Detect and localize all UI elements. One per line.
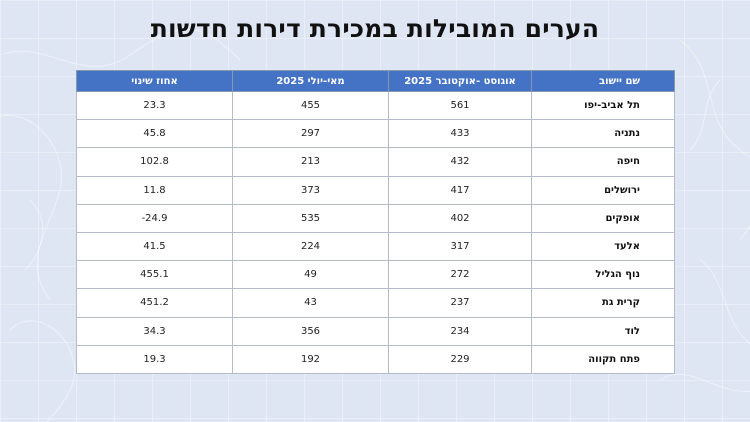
table-row: לוד 234 356 34.3 — [76, 316, 675, 346]
cell-change: 102.8 — [76, 147, 233, 177]
cell-aug-oct: 272 — [388, 260, 532, 290]
table-row: פתח תקווה 229 192 19.3 — [76, 344, 675, 374]
cell-aug-oct: 234 — [388, 316, 532, 346]
cell-may-jul: 224 — [232, 231, 389, 262]
cell-change: 23.3 — [76, 90, 233, 121]
cell-may-jul: 192 — [232, 344, 389, 374]
cell-change: 11.8 — [76, 175, 233, 205]
cell-may-jul: 213 — [232, 147, 389, 177]
table-header-row: שם יישוב אוגוסט -אוקטובר 2025 מאי-יולי 2… — [76, 70, 675, 92]
page-title: הערים המובילות במכירת דירות חדשות — [150, 14, 600, 43]
cell-aug-oct: 417 — [388, 175, 532, 205]
cell-city: חיפה — [531, 147, 675, 177]
header-city: שם יישוב — [531, 70, 675, 92]
cell-change: 24.9- — [76, 203, 233, 233]
cell-city: ירושלים — [531, 175, 675, 205]
cell-aug-oct: 402 — [388, 203, 532, 233]
table-row: אופקים 402 535 24.9- — [76, 203, 675, 233]
sales-table-container: שם יישוב אוגוסט -אוקטובר 2025 מאי-יולי 2… — [76, 70, 675, 374]
table-row: אלעד 317 224 41.5 — [76, 231, 675, 262]
cell-change: 34.3 — [76, 316, 233, 346]
cell-city: פתח תקווה — [531, 344, 675, 374]
header-change: אחוז שינוי — [76, 70, 233, 92]
cell-change: 455.1 — [76, 260, 233, 290]
cell-city: לוד — [531, 316, 675, 346]
table-row: תל אביב-יפו 561 455 23.3 — [76, 90, 675, 121]
cell-change: 45.8 — [76, 119, 233, 149]
table-row: קרית גת 237 43 451.2 — [76, 288, 675, 318]
cell-aug-oct: 561 — [388, 90, 532, 121]
cell-may-jul: 455 — [232, 90, 389, 121]
cell-change: 451.2 — [76, 288, 233, 318]
header-aug-oct: אוגוסט -אוקטובר 2025 — [388, 70, 532, 92]
cell-may-jul: 356 — [232, 316, 389, 346]
sales-table: שם יישוב אוגוסט -אוקטובר 2025 מאי-יולי 2… — [76, 70, 675, 374]
cell-city: אלעד — [531, 231, 675, 262]
cell-may-jul: 535 — [232, 203, 389, 233]
cell-change: 41.5 — [76, 231, 233, 262]
cell-may-jul: 297 — [232, 119, 389, 149]
cell-aug-oct: 229 — [388, 344, 532, 374]
header-may-jul: מאי-יולי 2025 — [232, 70, 389, 92]
cell-city: נוף הגליל — [531, 260, 675, 290]
table-row: חיפה 432 213 102.8 — [76, 147, 675, 177]
cell-city: תל אביב-יפו — [531, 90, 675, 121]
cell-aug-oct: 237 — [388, 288, 532, 318]
cell-may-jul: 43 — [232, 288, 389, 318]
cell-city: קרית גת — [531, 288, 675, 318]
cell-aug-oct: 432 — [388, 147, 532, 177]
cell-may-jul: 373 — [232, 175, 389, 205]
table-row: ירושלים 417 373 11.8 — [76, 175, 675, 205]
table-row: נוף הגליל 272 49 455.1 — [76, 260, 675, 290]
cell-aug-oct: 433 — [388, 119, 532, 149]
cell-may-jul: 49 — [232, 260, 389, 290]
cell-city: אופקים — [531, 203, 675, 233]
table-row: נתניה 433 297 45.8 — [76, 119, 675, 149]
cell-change: 19.3 — [76, 344, 233, 374]
cell-city: נתניה — [531, 119, 675, 149]
cell-aug-oct: 317 — [388, 231, 532, 262]
